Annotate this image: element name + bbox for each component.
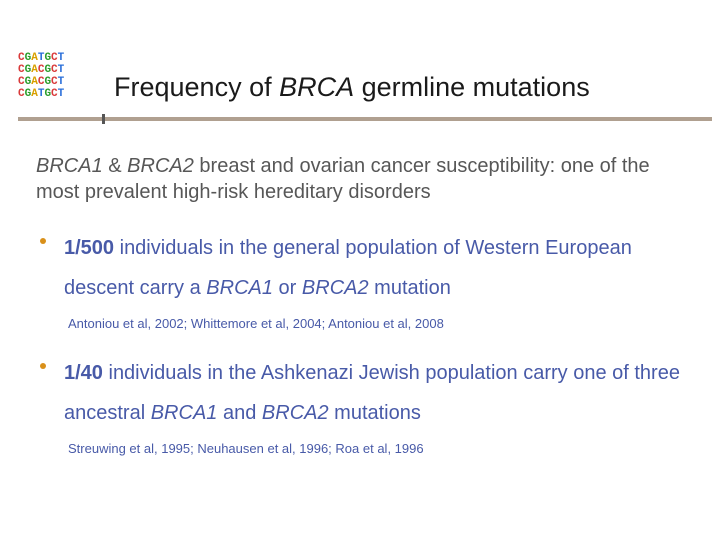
bullet-dot-icon: [40, 238, 46, 244]
intro-paragraph: BRCA1 & BRCA2 breast and ovarian cancer …: [36, 153, 690, 206]
dna-sequence-logo: CGATGCT CGACGCT CGACGCT CGATGCT: [18, 52, 64, 100]
bullet-item-2: 1/40 individuals in the Ashkenazi Jewish…: [38, 353, 686, 456]
slide-header: CGATGCT CGACGCT CGACGCT CGATGCT Frequenc…: [0, 0, 720, 117]
bullet-dot-icon: [40, 363, 46, 369]
bullet-item-1: 1/500 individuals in the general populat…: [38, 228, 686, 331]
bullet-2-text: 1/40 individuals in the Ashkenazi Jewish…: [64, 353, 686, 433]
slide-title: Frequency of BRCA germline mutations: [114, 46, 720, 117]
bullet-1-text: 1/500 individuals in the general populat…: [64, 228, 686, 308]
bullet-1-citation: Antoniou et al, 2002; Whittemore et al, …: [64, 316, 686, 331]
bullet-2-citation: Streuwing et al, 1995; Neuhausen et al, …: [64, 441, 686, 456]
bullet-list: 1/500 individuals in the general populat…: [38, 228, 686, 456]
